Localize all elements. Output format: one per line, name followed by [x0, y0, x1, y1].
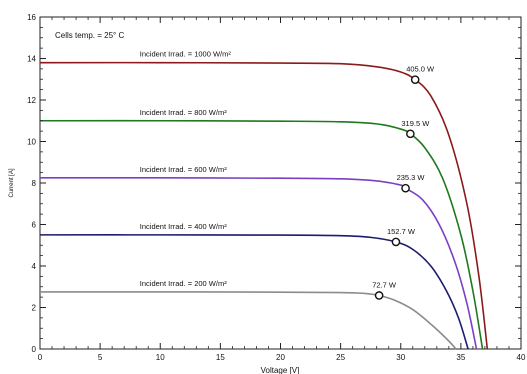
y-tick-label: 8	[32, 179, 37, 188]
series-line	[39, 176, 478, 350]
series-line	[39, 119, 484, 350]
series-line	[39, 234, 469, 350]
annotation: Cells temp. = 25° C	[55, 31, 124, 40]
y-tick-label: 16	[27, 13, 36, 22]
series-label: Incident Irrad. = 1000 W/m²	[140, 50, 232, 59]
mpp-label: 319.5 W	[401, 119, 430, 128]
x-tick-label: 25	[336, 353, 345, 362]
mpp-marker	[406, 129, 415, 139]
y-tick-label: 2	[32, 304, 37, 313]
mpp-marker	[401, 183, 410, 193]
series-label: Incident Irrad. = 800 W/m²	[140, 108, 227, 117]
y-tick-label: 14	[27, 55, 36, 64]
x-tick-label: 20	[276, 353, 285, 362]
mpp-label: 235.3 W	[397, 173, 426, 182]
plot-frame	[39, 16, 522, 350]
series-layer: Incident Irrad. = 1000 W/m² 405.0 W Incide…	[39, 50, 489, 350]
x-tick-label: 10	[156, 353, 165, 362]
x-tick-label: 40	[517, 353, 526, 362]
mpp-marker	[410, 75, 420, 84]
x-tick-label: 5	[98, 353, 103, 362]
mpp-marker	[374, 291, 384, 300]
mpp-label: 405.0 W	[406, 65, 435, 74]
mpp-label: 152.7 W	[387, 227, 416, 236]
mpp-label: 72.7 W	[372, 280, 397, 289]
y-tick-label: 4	[32, 262, 37, 271]
y-tick-label: 12	[27, 96, 36, 105]
mpp-marker	[391, 237, 401, 247]
x-axis-label: Voltage [V]	[261, 366, 300, 374]
y-tick-label: 0	[32, 345, 37, 354]
y-tick-label: 10	[27, 138, 36, 147]
series-line	[39, 291, 457, 350]
series-label: Incident Irrad. = 200 W/m²	[140, 279, 227, 288]
y-axis-label: Current [A]	[9, 168, 15, 197]
series-line	[39, 61, 489, 350]
x-tick-label: 30	[396, 353, 405, 362]
x-tick-label: 35	[456, 353, 465, 362]
y-tick-label: 6	[32, 221, 37, 230]
x-tick-label: 15	[216, 353, 225, 362]
series-label: Incident Irrad. = 400 W/m²	[140, 222, 227, 231]
x-tick-label: 0	[38, 353, 43, 362]
series-label: Incident Irrad. = 600 W/m²	[140, 165, 227, 174]
axis-layer: 0 5 10 15 20 25 30 35 40 0 2 4 6 8 10 12 14 16	[27, 13, 526, 362]
